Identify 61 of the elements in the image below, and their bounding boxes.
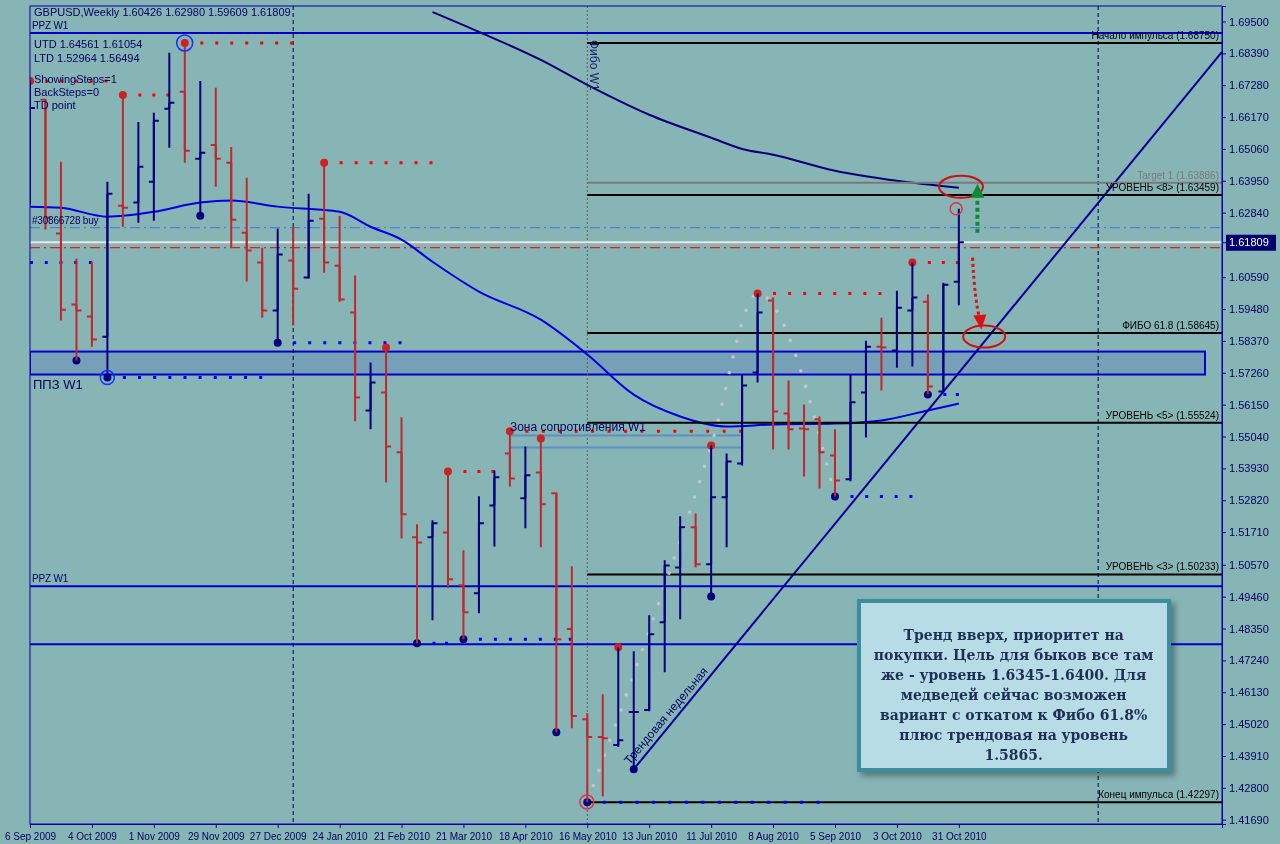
x-tick-label: 3 Oct 2010	[872, 831, 923, 842]
ref-line-label: Фибо W1	[587, 40, 602, 92]
chart-title: GBPUSD,Weekly 1.60426 1.62980 1.59609 1.61809	[34, 6, 291, 18]
x-tick-label: 13 Jun 2010	[622, 831, 678, 842]
y-tick-label: 1.67280	[1229, 79, 1269, 92]
ref-line-label: PPZ W1	[32, 573, 69, 585]
annotation: LTD 1.52964 1.56494	[34, 52, 140, 64]
x-tick-label: 18 Apr 2010	[498, 831, 554, 842]
x-tick-label: 16 May 2010	[558, 831, 618, 842]
x-tick-label: 4 Oct 2009	[67, 831, 118, 842]
series-label: ФИБО 61.8 (1.58645)	[1122, 320, 1219, 332]
x-tick-label: 21 Feb 2010	[373, 831, 431, 842]
y-tick-label: 1.48350	[1229, 622, 1269, 635]
y-tick-label: 1.47240	[1229, 654, 1269, 667]
y-tick-label: 1.61809	[1229, 236, 1269, 249]
x-tick-label: 31 Oct 2010	[932, 831, 988, 842]
y-tick-label: 1.60590	[1229, 271, 1269, 284]
x-tick-label: 29 Nov 2009	[187, 831, 246, 842]
x-tick-label: 24 Jan 2010	[312, 831, 369, 842]
x-tick-label: 11 Jul 2010	[686, 831, 738, 842]
y-tick-label: 1.58370	[1229, 334, 1269, 347]
y-tick-label: 1.56150	[1229, 398, 1269, 411]
annotation: ShowingSteps=1	[34, 73, 117, 85]
x-tick-label: 8 Aug 2010	[748, 831, 800, 842]
y-tick-label: 1.59480	[1229, 303, 1269, 316]
y-tick-label: 1.69500	[1229, 15, 1269, 28]
band-label: ППЗ W1	[33, 376, 83, 392]
y-tick-label: 1.53930	[1229, 462, 1269, 475]
x-tick-label: 21 Mar 2010	[435, 831, 493, 842]
point	[629, 765, 638, 774]
annotation: BackSteps=0	[34, 86, 100, 98]
point	[196, 211, 205, 220]
y-tick-label: 1.49460	[1229, 590, 1269, 603]
y-tick-label: 1.45020	[1229, 718, 1269, 731]
series-label: Конец импульса (1.42297)	[1098, 789, 1219, 801]
y-tick-label: 1.68390	[1229, 47, 1269, 60]
x-tick-label: 6 Sep 2009	[4, 831, 57, 842]
series-label: Зона сопротивления W1	[509, 420, 647, 435]
y-tick-label: 1.57260	[1229, 366, 1269, 379]
y-tick-label: 1.42800	[1229, 781, 1269, 794]
ref-line-label: PPZ W1	[32, 19, 69, 31]
y-tick-label: 1.66170	[1229, 111, 1269, 124]
y-tick-label: 1.46130	[1229, 686, 1269, 699]
series-label: Target 1 (1.63886)	[1137, 169, 1219, 181]
x-tick-label: 1 Nov 2009	[128, 831, 181, 842]
y-tick-label: 1.43910	[1229, 750, 1269, 762]
series-label: УРОВЕНЬ <5> (1.55524)	[1105, 409, 1219, 421]
y-tick-label: 1.55040	[1229, 430, 1269, 443]
series-label: УРОВЕНЬ <3> (1.50233)	[1105, 561, 1219, 573]
point	[707, 592, 716, 601]
y-tick-label: 1.52820	[1229, 494, 1269, 507]
y-tick-label: 1.62840	[1229, 206, 1269, 219]
y-tick-label: 1.50570	[1229, 558, 1269, 571]
annotation: UTD 1.64561 1.61054	[34, 38, 143, 50]
x-tick-label: 5 Sep 2010	[809, 831, 862, 842]
y-tick-label: 1.65060	[1229, 142, 1269, 155]
y-tick-label: 1.51710	[1229, 526, 1269, 539]
y-tick-label: 1.63950	[1229, 174, 1269, 187]
note-box: Тренд вверх, приоритет на покупки. Цель для быков все там же - уровень 1.6345-1.6400. Для медведей сейчас возможен вариант с откатом к Фибо 61.8% плюс трендовая на уровень 1.5865.	[856, 599, 1171, 773]
y-tick-label: 1.41690	[1229, 813, 1269, 826]
x-tick-label: 27 Dec 2009	[249, 831, 307, 842]
